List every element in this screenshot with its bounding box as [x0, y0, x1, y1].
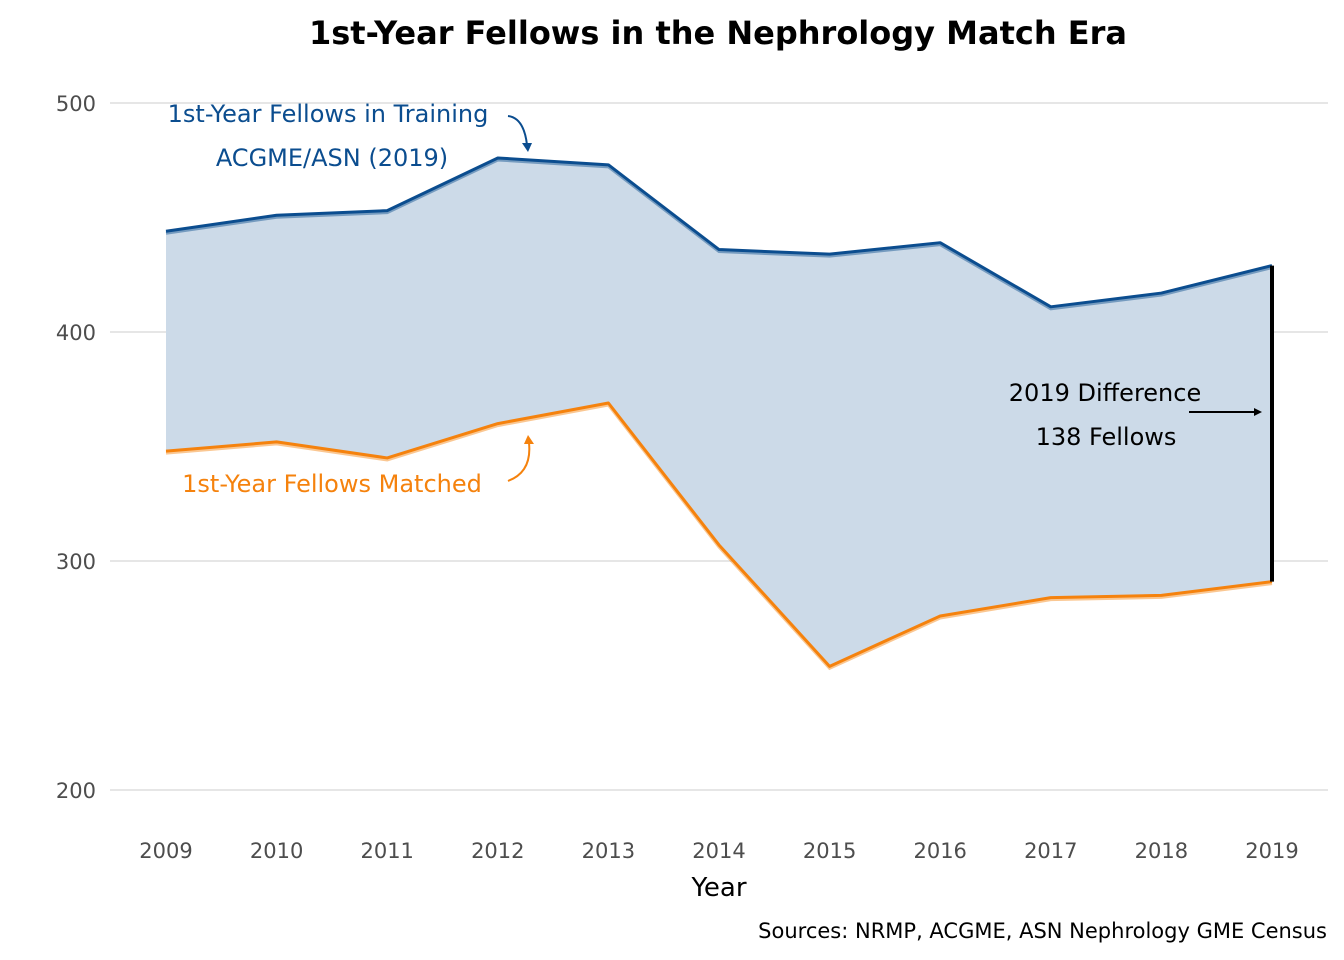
series-shadow-0	[165, 158, 1273, 311]
training-arrow-icon	[507, 115, 528, 146]
x-tick-label: 2017	[1024, 839, 1077, 863]
chart-title: 1st-Year Fellows in the Nephrology Match…	[309, 14, 1127, 52]
y-tick-label: 500	[56, 92, 96, 116]
difference-label-line2: 138 Fellows	[1036, 423, 1177, 451]
series-lines	[165, 156, 1273, 671]
x-tick-label: 2019	[1245, 839, 1298, 863]
x-tick-label: 2010	[250, 839, 303, 863]
matched-arrow-icon	[507, 442, 531, 482]
training-arrowhead-icon	[522, 143, 532, 152]
y-tick-label: 300	[56, 550, 96, 574]
x-tick-label: 2013	[582, 839, 635, 863]
difference-label-line1: 2019 Difference	[1009, 379, 1201, 407]
x-tick-label: 2012	[471, 839, 524, 863]
x-tick-label: 2009	[139, 839, 192, 863]
difference-ribbon	[166, 157, 1272, 667]
matched-arrowhead-icon	[524, 435, 534, 444]
x-tick-label: 2011	[360, 839, 413, 863]
training-label-line1: 1st-Year Fellows in Training	[168, 100, 489, 128]
y-tick-label: 200	[56, 779, 96, 803]
y-axis-ticks: 200 300 400 500	[56, 92, 96, 803]
x-axis-title: Year	[690, 873, 746, 903]
x-tick-label: 2016	[913, 839, 966, 863]
y-tick-label: 400	[56, 321, 96, 345]
x-tick-label: 2018	[1135, 839, 1188, 863]
x-axis-ticks: 2009 2010 2011 2012 2013 2014 2015 2016 2017 2018…	[139, 839, 1298, 863]
x-tick-label: 2015	[803, 839, 856, 863]
difference-arrowhead-icon	[1254, 408, 1262, 416]
matched-label: 1st-Year Fellows Matched	[182, 470, 482, 498]
training-label-line2: ACGME/ASN (2019)	[216, 144, 448, 172]
caption-sources: Sources: NRMP, ACGME, ASN Nephrology GME…	[758, 919, 1327, 943]
x-tick-label: 2014	[692, 839, 745, 863]
